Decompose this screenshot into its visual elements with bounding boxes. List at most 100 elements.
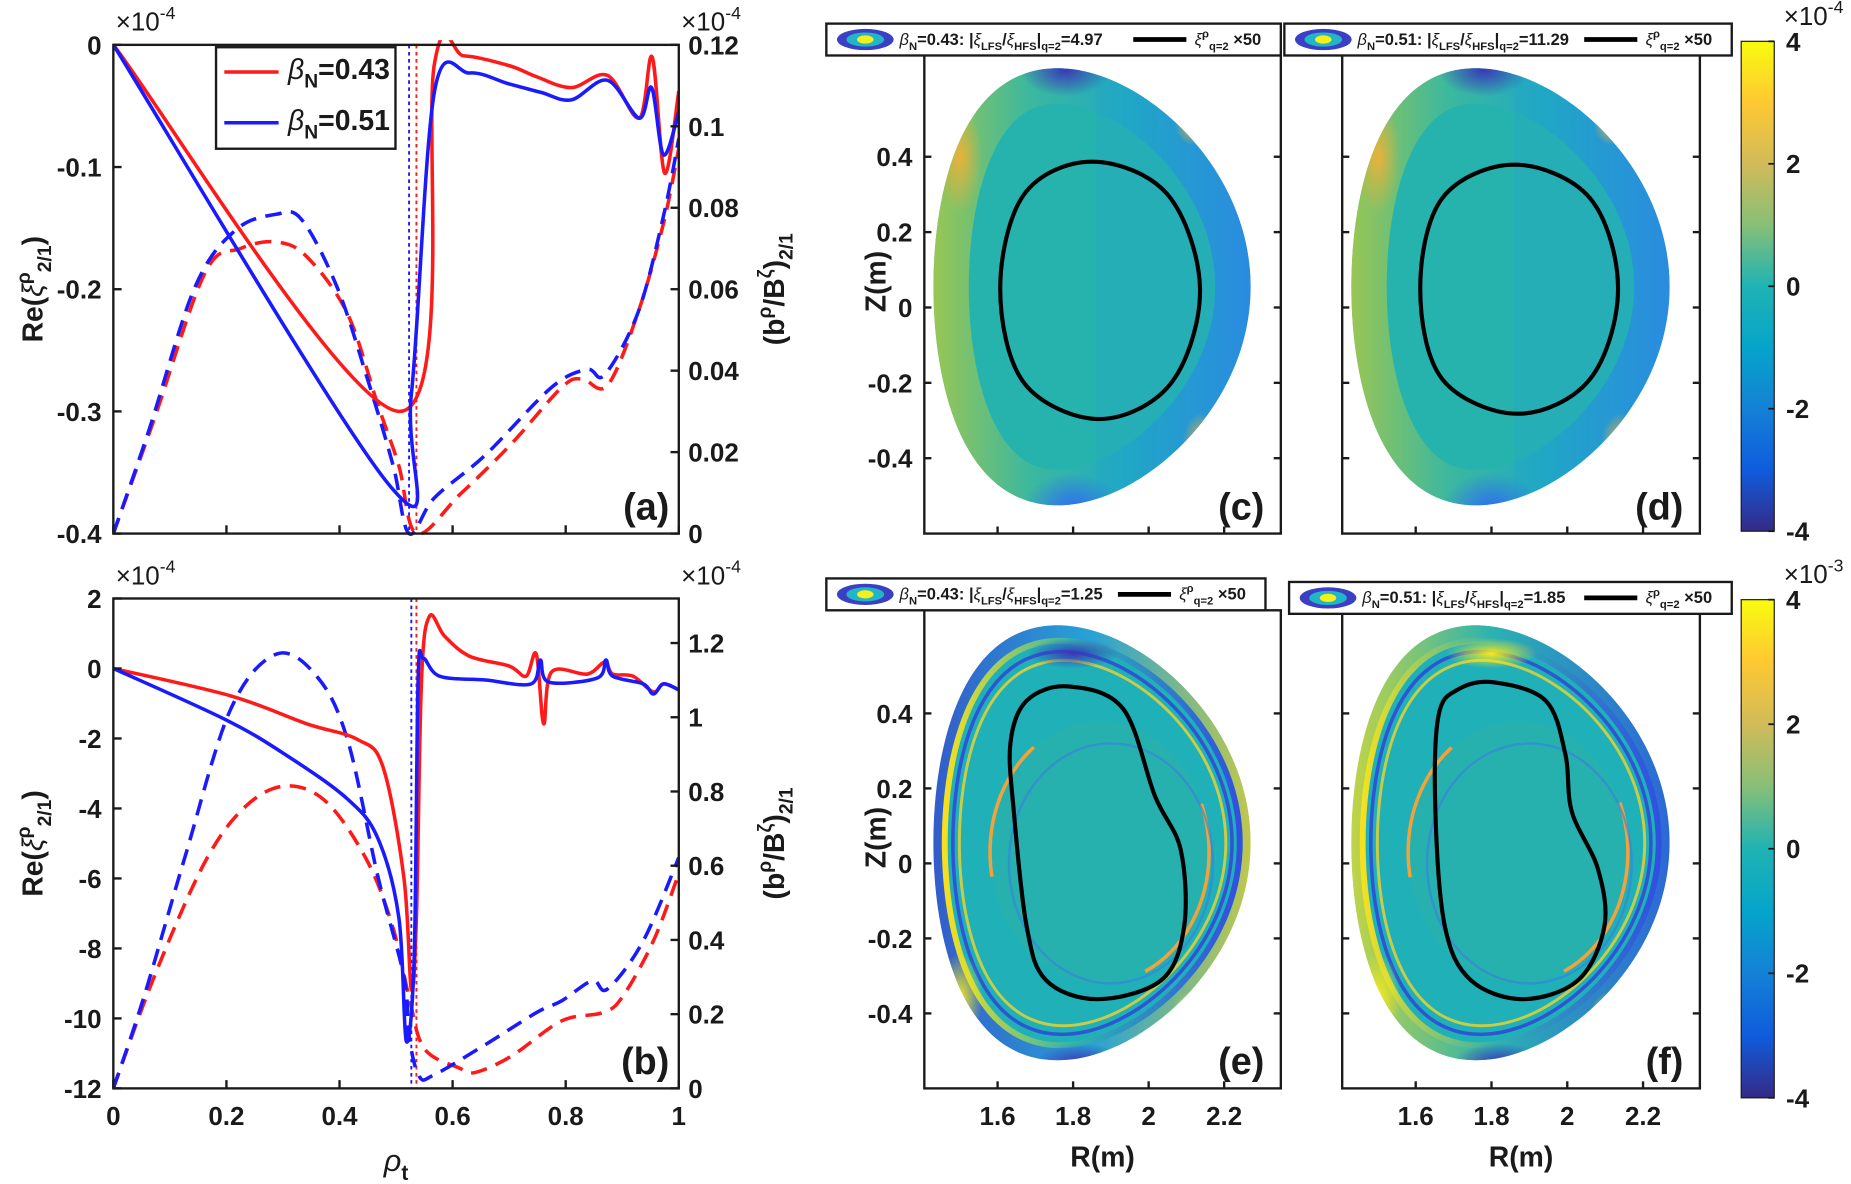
r-tick-label: 1.8 [1055,1101,1091,1131]
text-run: LFS [981,41,1003,53]
text-run: -4 [725,557,741,577]
q2-contour [1418,162,1621,416]
colorbar: 420-2-4×10-4 [1740,0,1844,547]
plot-area [113,598,679,1089]
text-run: q=2 [1209,41,1229,53]
panel-label: (c) [1218,486,1264,528]
text-run: HFS [1014,41,1037,53]
y-left-tick-label: -2 [78,724,101,754]
dashed-series-blue [113,138,679,536]
y-left-axis-label: Re(ξρ2/1) [14,790,56,896]
text-run: q=2 [1660,599,1680,611]
text-run: ×10 [116,7,160,37]
panel-b: 0 0.2 0.4 0.6 0.8 120-2-4-6-8-10-12 00.20.40.6… [14,557,798,1184]
legend-box [1287,580,1733,616]
legend-ratio-label: βN=0.43: |ξLFS/ξHFS|q=2=1.25 [899,585,1103,608]
z-tick-label: 0.4 [876,699,913,729]
colorbar-tick-label: 2 [1786,710,1800,740]
text-run: ρ [1202,28,1209,40]
bottom-blob [1024,473,1123,506]
text-run: ρ [383,1143,402,1178]
text-run: | [1037,585,1042,604]
hfs-edge-blob [937,953,983,1044]
y-left-tick-label: -8 [78,934,101,964]
colorbar-tick-label: 0 [1786,272,1800,302]
colorbar-tick-label: 2 [1786,149,1800,179]
text-run: =0.51 [318,105,390,137]
text-run: =11.29 [1519,30,1569,49]
text-run: ζ [755,269,776,278]
displacement-field [1351,625,1670,1061]
legend-entry-label: βN=0.43 [287,54,390,92]
legend-ratio-label: βN=0.51: |ξLFS/ξHFS|q=2=1.85 [1361,588,1565,611]
lower-blob [1601,412,1640,474]
y-right-tick-label: 0.6 [688,851,724,881]
y-right-tick-label: 0.4 [688,925,725,955]
y-right-tick-label: 0.02 [688,438,739,468]
text-run: =1.25 [1061,585,1103,604]
text-run: ×10 [681,7,725,37]
text-run: ρ [14,272,35,284]
x-tick-label: 0.2 [208,1101,244,1131]
legend-contour-label: ξρq=2 ×50 [1179,583,1246,607]
r-tick-label: 2 [1560,1101,1574,1131]
displacement-field [933,68,1251,506]
hfs-edge-blob [937,100,983,214]
text-run: ×50 [1213,585,1246,604]
r-tick-label: 2 [1141,1101,1155,1131]
text-run: ρ [1653,587,1660,599]
text-run: LFS [1444,599,1466,611]
text-run: ×10 [681,560,725,590]
colorbar-tick-label: -4 [1786,1083,1810,1113]
text-run: =0.43 [318,54,390,86]
text-run: ×50 [1229,30,1262,49]
text-run: ξ [1432,30,1440,49]
legend-box [825,22,1282,57]
y-right-axis-label: (bρ/Bζ)2/1 [755,233,797,345]
panel-label: (b) [621,1041,669,1083]
y-right-tick-label: 0 [688,1074,702,1104]
text-run: q=2 [1041,41,1061,53]
text-run: 2/1 [776,787,797,814]
y-right-tick-label: 0.06 [688,275,739,305]
text-run: 2/1 [35,799,56,826]
axes-box [112,597,680,1090]
colorbar-tick-label: -4 [1786,517,1810,547]
text-run: ) [18,236,50,245]
text-run: 2/1 [35,245,56,272]
solid-series-blue [113,43,679,509]
lower-blob [1590,990,1636,1036]
text-run: ρ [1653,28,1660,40]
text-run: ξ [1007,585,1015,604]
text-run: -4 [160,3,176,23]
text-run: β [1357,30,1368,49]
text-run: -4 [1828,0,1844,17]
z-axis-label: Z(m) [860,807,892,868]
resonant-band [1375,658,1647,1028]
text-run: ξ [1646,30,1654,49]
y-right-tick-label: 0.12 [688,30,739,60]
legend-contour-label: ξρq=2 ×50 [1646,587,1713,611]
text-run: /B [759,832,791,860]
text-run: / [1460,30,1465,49]
field-base [933,68,1251,506]
resonant-band [941,637,1243,1049]
y-left-tick-label: -4 [78,794,102,824]
text-run: (b [759,319,791,346]
y-left-exponent: ×10-4 [116,3,176,37]
text-run: ξ [974,30,982,49]
text-run: ×10 [1784,1,1828,31]
z-tick-label: 0 [898,293,912,323]
field-base [1351,68,1670,506]
text-run: ρ [755,307,776,319]
panel-a: 0 -0.1 -0.2 -0.3 -0.4 0 0.02 0.04 0.06 0.08 0.1 0.1… [14,3,798,549]
z-tick-label: -0.2 [868,368,913,398]
text-run: ξ [1007,30,1015,49]
dashed-series-blue [113,651,679,1089]
x-tick-label: 1 [672,1101,686,1131]
x-tick-label: 0.6 [435,1101,471,1131]
colorbar-tick-label: 4 [1786,585,1801,615]
z-axis-label: Z(m) [860,251,892,312]
dashed-series-red [113,784,679,1089]
colorbar-tick-label: -2 [1786,959,1809,989]
